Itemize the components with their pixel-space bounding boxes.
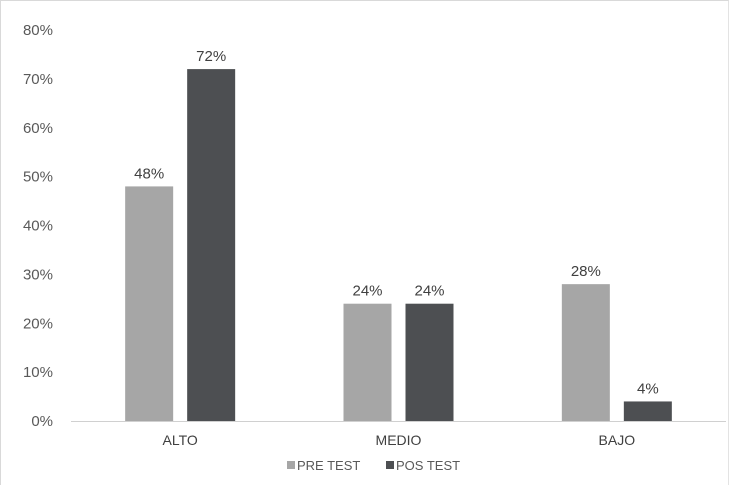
y-tick-label: 10% <box>23 364 53 381</box>
data-labels: 48% 72% 24% 24% 28% 4% <box>134 48 659 397</box>
legend: PRE TEST POS TEST <box>287 458 460 473</box>
x-axis: ALTO MEDIO BAJO <box>71 421 726 448</box>
legend-label: PRE TEST <box>297 458 360 473</box>
x-category-label: MEDIO <box>376 432 422 448</box>
y-tick-label: 20% <box>23 315 53 332</box>
y-tick-label: 0% <box>31 413 53 430</box>
bar-pos-test-medio <box>405 303 454 421</box>
bar-pos-test-bajo <box>623 401 672 421</box>
bar-pre-test-bajo <box>561 284 610 421</box>
bars <box>125 69 672 421</box>
y-tick-label: 60% <box>23 120 53 137</box>
y-tick-label: 40% <box>23 218 53 235</box>
data-label: 24% <box>352 283 382 300</box>
legend-label: POS TEST <box>396 458 460 473</box>
legend-swatch-pos-test <box>386 461 394 469</box>
y-tick-label: 30% <box>23 266 53 283</box>
y-tick-label: 50% <box>23 169 53 186</box>
y-tick-label: 70% <box>23 71 53 88</box>
data-label: 28% <box>571 263 601 280</box>
x-category-label: ALTO <box>163 432 198 448</box>
y-axis: 0% 10% 20% 30% 40% 50% 60% 70% 80% <box>23 22 53 430</box>
bar-pre-test-alto <box>125 186 174 421</box>
bar-pos-test-alto <box>187 69 236 421</box>
data-label: 48% <box>134 165 164 182</box>
y-tick-label: 80% <box>23 22 53 39</box>
data-label: 4% <box>637 380 659 397</box>
x-category-label: BAJO <box>599 432 636 448</box>
legend-swatch-pre-test <box>287 461 295 469</box>
data-label: 72% <box>196 48 226 65</box>
data-label: 24% <box>414 283 444 300</box>
bar-pre-test-medio <box>343 303 392 421</box>
